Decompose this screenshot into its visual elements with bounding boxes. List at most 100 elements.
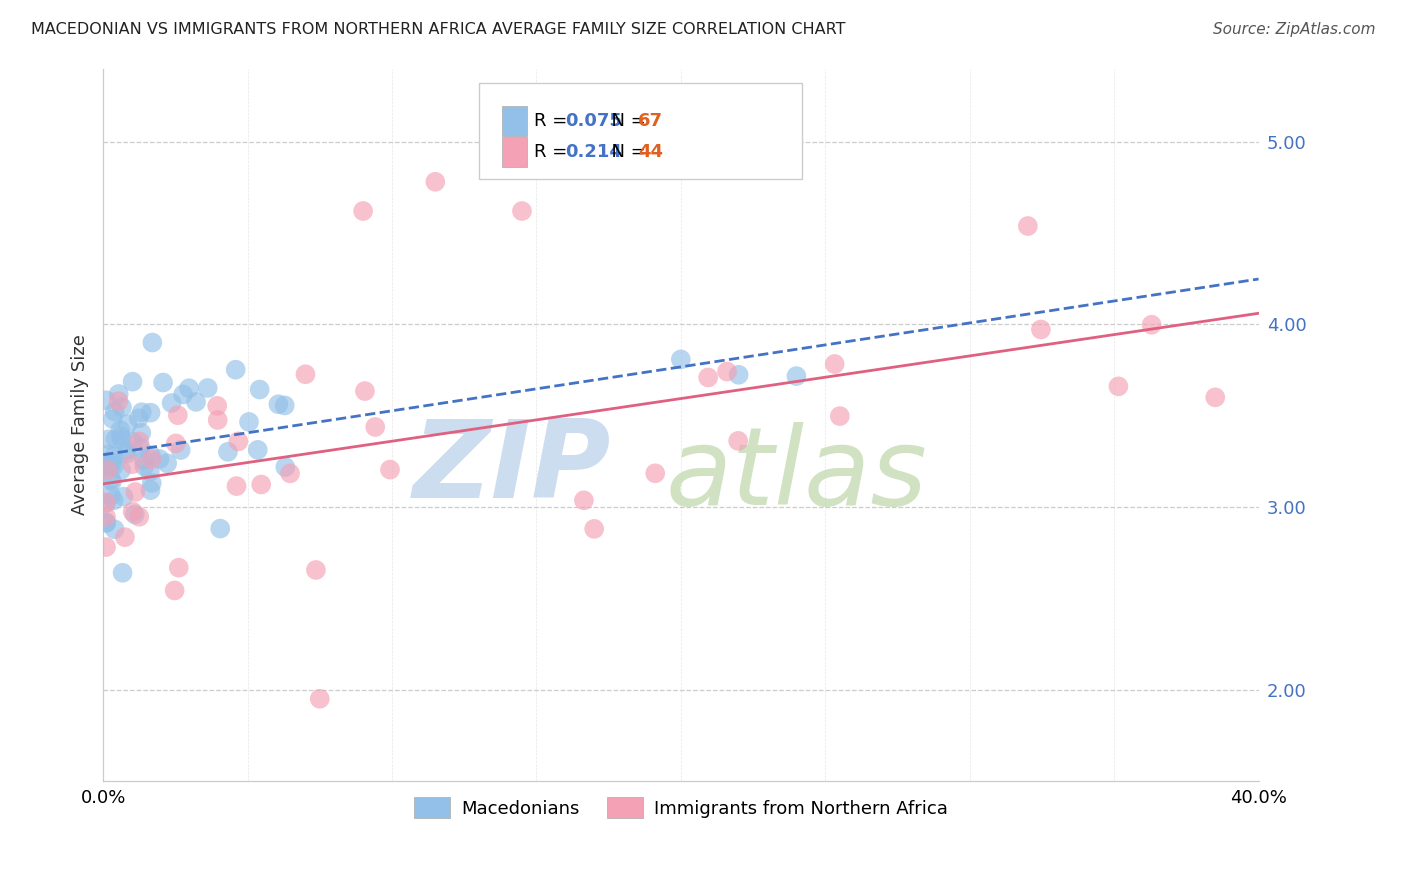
Text: 0.075: 0.075 [565,112,623,130]
Point [139,465,162,479]
Point [1029,322,1052,336]
Point [97,433,120,447]
Point [94,540,117,554]
Point [225,479,247,493]
Point [96,516,118,530]
Point [134,459,156,474]
Point [225,362,247,376]
Point [128,509,150,524]
Point [177,381,200,395]
Point [94,509,117,524]
Point [94,393,117,408]
Point [1017,219,1039,233]
Point [583,522,606,536]
Point [238,415,260,429]
Point [121,457,143,471]
Point [110,423,132,437]
Text: N =: N = [600,143,651,161]
Point [167,560,190,574]
Point [107,387,129,401]
Point [94,495,117,509]
Point [139,448,162,462]
Point [103,459,125,474]
Point [785,369,807,384]
Text: 67: 67 [638,112,664,130]
Point [166,408,188,422]
Point [510,204,533,219]
Point [111,433,134,447]
Text: R =: R = [534,112,574,130]
Text: MACEDONIAN VS IMMIGRANTS FROM NORTHERN AFRICA AVERAGE FAMILY SIZE CORRELATION CH: MACEDONIAN VS IMMIGRANTS FROM NORTHERN A… [31,22,845,37]
Point [101,475,124,489]
Point [114,530,136,544]
Point [267,397,290,411]
Point [122,434,145,449]
Point [103,493,125,508]
Point [128,434,150,449]
Point [103,450,125,464]
Point [354,384,377,398]
Point [139,483,162,498]
Point [110,429,132,443]
Point [141,452,163,467]
Point [101,456,124,470]
Point [141,475,163,490]
Point [100,488,122,502]
FancyBboxPatch shape [502,106,527,136]
Point [308,691,330,706]
Point [828,409,851,423]
Point [364,420,387,434]
Point [112,490,135,504]
Point [96,457,118,471]
Point [250,477,273,491]
Point [163,583,186,598]
Point [121,375,143,389]
Point [378,462,401,476]
Point [697,370,720,384]
Point [278,467,301,481]
Point [246,442,269,457]
Point [249,383,271,397]
Text: Source: ZipAtlas.com: Source: ZipAtlas.com [1212,22,1375,37]
Point [94,458,117,473]
Text: atlas: atlas [665,422,928,527]
Point [115,447,138,461]
Point [131,405,153,419]
Text: R =: R = [534,143,574,161]
Y-axis label: Average Family Size: Average Family Size [72,334,89,516]
Point [274,460,297,475]
Point [129,441,152,455]
Point [132,453,155,467]
Point [98,460,121,475]
Point [716,365,738,379]
Point [121,505,143,519]
Point [94,496,117,510]
Text: N =: N = [600,112,651,130]
Point [101,412,124,426]
Point [156,456,179,470]
Point [197,381,219,395]
Point [100,473,122,487]
Point [172,387,194,401]
Point [727,434,749,448]
Point [294,368,316,382]
Point [97,448,120,462]
Text: 0.214: 0.214 [565,143,623,161]
Point [129,425,152,440]
Point [117,417,139,432]
Point [139,406,162,420]
Point [274,399,297,413]
Point [124,485,146,500]
Point [149,452,172,467]
Point [115,443,138,458]
Text: 44: 44 [638,143,664,161]
Point [207,413,229,427]
Point [96,463,118,477]
Point [104,432,127,446]
Point [1204,390,1226,404]
Point [103,522,125,536]
Point [104,404,127,418]
Point [669,352,692,367]
FancyBboxPatch shape [478,83,803,179]
Point [217,445,239,459]
